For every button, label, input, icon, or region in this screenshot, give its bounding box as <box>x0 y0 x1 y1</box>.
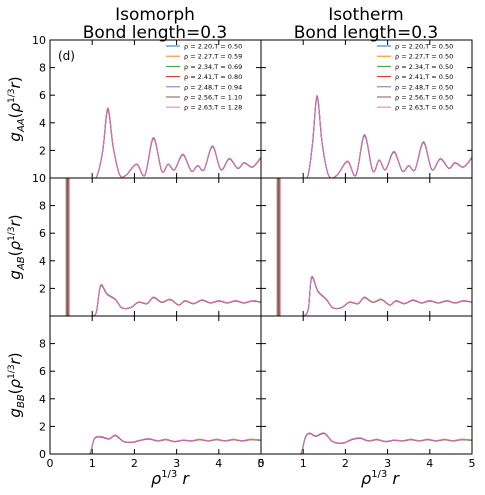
x-tick-label: 4 <box>426 457 433 470</box>
y-tick-label: 0 <box>39 448 46 461</box>
y-tick-label: 10 <box>32 34 46 47</box>
series-group <box>65 178 261 316</box>
y-tick-label: 10 <box>32 172 46 185</box>
x-tick-label: 5 <box>258 457 265 470</box>
y-tick-label: 6 <box>39 227 46 240</box>
y-tick-label: 2 <box>39 420 46 433</box>
legend-label: ρ = 2.48,T = 0.50 <box>395 83 453 91</box>
legend-label: ρ = 2.56,T = 1.10 <box>184 94 242 102</box>
legend-label: ρ = 2.27,T = 0.59 <box>184 53 242 61</box>
series-line <box>298 94 472 178</box>
series-group <box>83 434 261 454</box>
series-group <box>294 432 472 454</box>
series-line <box>294 432 472 454</box>
column-title-isomorph-line1: Isomorph <box>115 5 195 25</box>
series-line <box>87 107 261 178</box>
legend-label: ρ = 2.63,T = 0.50 <box>395 104 453 112</box>
series-line <box>294 276 472 316</box>
y-tick-label: 4 <box>39 393 46 406</box>
y-tick-label: 2 <box>39 282 46 295</box>
legend: ρ = 2.20,T = 0.50 ρ = 2.27,T = 0.59 ρ = 2.… <box>166 43 242 112</box>
series-group <box>87 107 261 178</box>
column-title-isotherm-line2: Bond length=0.3 <box>294 23 439 43</box>
x-tick-label: 2 <box>342 457 349 470</box>
series-line <box>87 108 261 178</box>
series-line <box>83 283 261 316</box>
panel-isotherm-gBB: 0 1 2 3 4 5 <box>258 315 476 470</box>
x-axis-label-left: ρ1/3 r <box>151 469 190 488</box>
column-title-isotherm-line1: Isotherm <box>328 5 403 25</box>
y-tick-label: 4 <box>39 255 46 268</box>
series-line <box>294 432 472 454</box>
series-group <box>276 178 472 316</box>
legend: ρ = 2.20,T = 0.50 ρ = 2.27,T = 0.50 ρ = 2.… <box>377 43 453 112</box>
legend-label: ρ = 2.34,T = 0.50 <box>395 63 453 71</box>
plot-frame <box>49 177 262 317</box>
y-tick-label: 8 <box>39 200 46 213</box>
plot-frame <box>49 315 262 455</box>
series-line <box>294 276 472 316</box>
x-tick-label: 1 <box>89 457 96 470</box>
legend-label: ρ = 2.41,T = 0.50 <box>395 73 453 81</box>
series-line <box>294 277 472 316</box>
panel-label: (d) <box>58 49 75 63</box>
series-line <box>294 432 472 454</box>
series-line <box>294 275 472 316</box>
series-line <box>294 275 472 316</box>
legend-label: ρ = 2.27,T = 0.50 <box>395 53 453 61</box>
legend-label: ρ = 2.48,T = 0.94 <box>184 83 242 91</box>
x-tick-label: 0 <box>258 457 265 470</box>
legend-label: ρ = 2.20,T = 0.50 <box>395 43 453 51</box>
legend-label: ρ = 2.56,T = 0.50 <box>395 94 453 102</box>
x-axis-label-right: ρ1/3 r <box>361 469 400 488</box>
x-tick-label: 4 <box>215 457 222 470</box>
y-tick-label: 6 <box>39 365 46 378</box>
series-line <box>294 432 472 454</box>
series-line <box>294 276 472 316</box>
y-axis-label: gAB(ρ1/3r) <box>6 214 27 279</box>
x-tick-label: 5 <box>469 457 476 470</box>
column-title-isomorph-line2: Bond length=0.3 <box>83 23 228 43</box>
x-tick-label: 1 <box>300 457 307 470</box>
legend-label: ρ = 2.63,T = 1.28 <box>184 104 242 112</box>
series-line <box>294 432 472 454</box>
series-line <box>294 432 472 454</box>
y-tick-label: 6 <box>39 89 46 102</box>
legend-label: ρ = 2.20,T = 0.50 <box>184 43 242 51</box>
series-line <box>294 276 472 316</box>
series-line <box>83 434 261 454</box>
y-axis-label: gBB(ρ1/3r) <box>6 352 27 417</box>
legend-label: ρ = 2.34,T = 0.69 <box>184 63 242 71</box>
x-tick-label: 3 <box>173 457 180 470</box>
y-tick-label: 8 <box>39 338 46 351</box>
panel-isomorph-gAB: 2 4 6 8 10 gAB(ρ1/3r) <box>6 172 262 317</box>
series-line <box>87 107 261 178</box>
x-tick-label: 0 <box>47 457 54 470</box>
plot-frame <box>260 177 473 317</box>
y-tick-label: 8 <box>39 62 46 75</box>
y-tick-label: 2 <box>39 144 46 157</box>
panel-isotherm-gAA: ρ = 2.20,T = 0.50 ρ = 2.27,T = 0.50 ρ = 2.… <box>260 39 473 179</box>
x-tick-label: 2 <box>131 457 138 470</box>
y-tick-label: 4 <box>39 117 46 130</box>
plot-frame <box>260 315 473 455</box>
y-axis-label: gAA(ρ1/3r) <box>6 76 27 141</box>
x-tick-label: 3 <box>384 457 391 470</box>
panel-isotherm-gAB <box>260 177 473 317</box>
legend-label: ρ = 2.41,T = 0.80 <box>184 73 242 81</box>
series-group <box>298 94 472 178</box>
series-line <box>294 433 472 454</box>
